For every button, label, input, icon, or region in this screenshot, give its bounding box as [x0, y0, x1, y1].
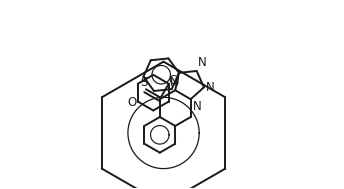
Text: N: N	[193, 100, 201, 113]
Text: O: O	[127, 96, 136, 109]
Text: N: N	[170, 76, 179, 89]
Text: N: N	[205, 81, 214, 94]
Text: S: S	[140, 76, 148, 89]
Text: N: N	[198, 57, 207, 70]
Text: Cl: Cl	[169, 74, 180, 88]
